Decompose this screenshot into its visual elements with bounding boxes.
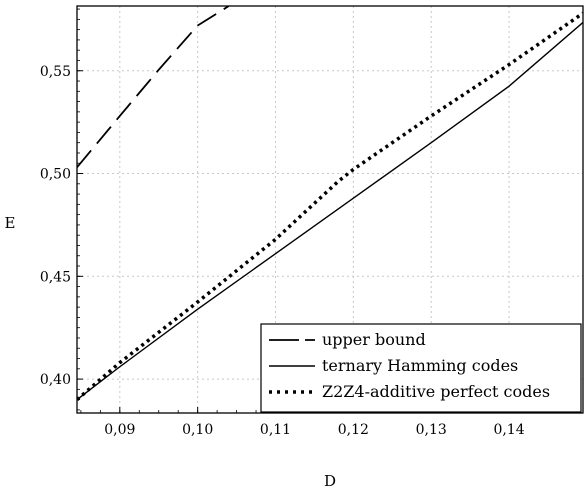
y-tick-label: 0,50 [40, 167, 71, 183]
x-tick-label: 0,12 [338, 422, 369, 438]
x-tick-label: 0,11 [260, 422, 291, 438]
x-tick-label: 0,14 [493, 422, 524, 438]
legend-entry-label: ternary Hamming codes [322, 356, 518, 375]
legend-entry-label: upper bound [322, 330, 426, 349]
x-tick-label: 0,09 [104, 422, 135, 438]
x-axis-label: D [324, 472, 336, 490]
x-tick-label: 0,13 [416, 422, 447, 438]
series-group [77, 6, 583, 401]
series-line-1 [77, 21, 583, 401]
legend-entry-label: Z2Z4-additive perfect codes [322, 382, 550, 401]
y-tick-label: 0,55 [40, 64, 71, 80]
series-line-0 [77, 6, 230, 168]
y-tick-label: 0,45 [40, 269, 71, 285]
axis-ticks: 0,09 0,10 0,11 0,12 0,13 0,14 0,40 0,45 0,50 0,55 [40, 8, 568, 438]
y-tick-label: 0,40 [40, 372, 71, 388]
legend: upper bound ternary Hamming codes Z2Z4-add… [260, 323, 582, 413]
plot-frame [76, 5, 584, 414]
y-axis-label: E [5, 214, 16, 232]
x-tick-label: 0,10 [182, 422, 213, 438]
legend-box [260, 323, 582, 413]
